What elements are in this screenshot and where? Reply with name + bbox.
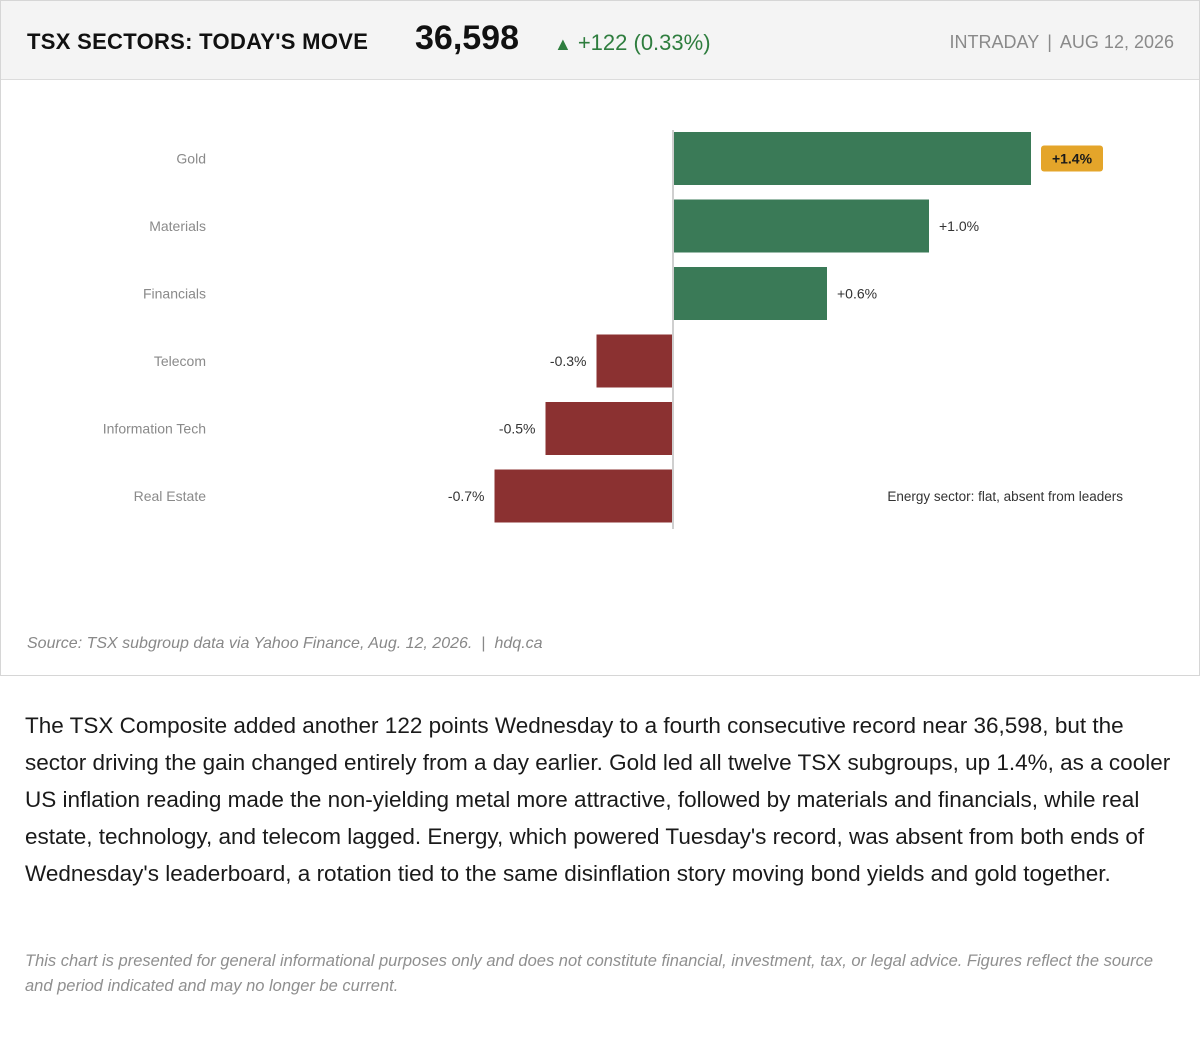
category-label-financials: Financials [143,286,206,302]
value-label-materials: +1.0% [939,218,979,234]
value-label-financials: +0.6% [837,286,877,302]
bar-materials [674,199,929,253]
bar-financials [674,267,827,320]
index-change: ▲ +122 (0.33%) [554,30,711,56]
disclaimer-text: This chart is presented for general info… [25,952,1154,995]
article-paragraph: The TSX Composite added another 122 poin… [25,713,1171,886]
index-value: 36,598 [415,19,519,57]
meta-separator: | [1047,32,1052,52]
bar-gold [674,132,1031,185]
date-label: AUG 12, 2026 [1059,32,1174,52]
highlight-badge [1041,145,1103,172]
sector-bar-chart: Gold +1.4% Materials +1.0% Financials +0.6% Te… [103,130,1123,529]
chart-meta: INTRADAY | AUG 12, 2026 [950,32,1174,53]
bar-real-estate [494,469,673,523]
bar-information-tech [545,402,673,455]
value-label-gold: +1.4% [1052,151,1093,167]
category-label-telecom: Telecom [154,353,206,369]
chart-header: TSX SECTORS: TODAY'S MOVE 36,598 ▲ +122 (… [1,1,1199,80]
energy-annotation: Energy sector: flat, absent from leaders [887,489,1123,504]
category-label-real-estate: Real Estate [134,488,207,504]
category-label-gold: Gold [176,151,206,167]
source-site: hdq.ca [494,635,543,652]
source-line: Source: TSX subgroup data via Yahoo Fina… [27,635,543,653]
period-label: INTRADAY [949,32,1040,52]
bar-telecom [596,334,673,388]
value-label-real-estate: -0.7% [448,488,485,504]
chart-title: TSX SECTORS: TODAY'S MOVE [27,29,369,54]
value-label-telecom: -0.3% [550,353,587,369]
index-change-text: +122 (0.33%) [577,30,711,55]
up-arrow-icon: ▲ [554,34,572,54]
chart-card: TSX SECTORS: TODAY'S MOVE 36,598 ▲ +122 (… [0,0,1200,676]
source-separator: | [481,635,486,652]
category-label-materials: Materials [149,218,206,234]
source-text: Source: TSX subgroup data via Yahoo Fina… [27,635,473,652]
value-label-information-tech: -0.5% [499,421,536,437]
category-label-information-tech: Information Tech [103,421,206,437]
